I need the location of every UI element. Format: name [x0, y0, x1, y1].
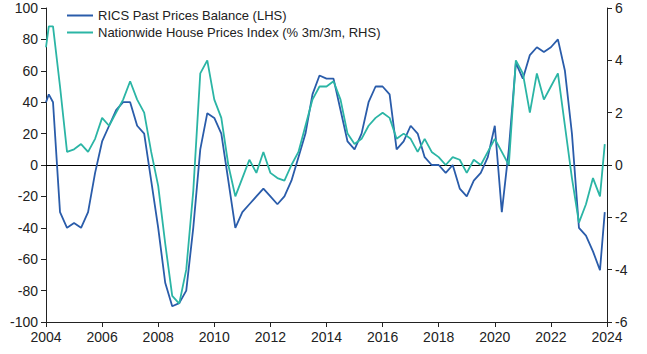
svg-text:6: 6	[615, 0, 623, 16]
svg-text:100: 100	[15, 0, 39, 16]
svg-text:2024: 2024	[591, 329, 622, 345]
svg-text:-100: -100	[10, 314, 38, 330]
svg-text:2020: 2020	[479, 329, 510, 345]
svg-text:0: 0	[615, 157, 623, 173]
svg-text:2004: 2004	[30, 329, 61, 345]
svg-text:80: 80	[22, 31, 38, 47]
svg-text:2010: 2010	[199, 329, 230, 345]
svg-text:2012: 2012	[255, 329, 286, 345]
svg-text:-4: -4	[615, 262, 628, 278]
svg-text:-20: -20	[18, 188, 38, 204]
svg-text:2018: 2018	[423, 329, 454, 345]
svg-text:2014: 2014	[311, 329, 342, 345]
svg-text:20: 20	[22, 126, 38, 142]
svg-text:Nationwide House Prices Index: Nationwide House Prices Index (% 3m/3m, …	[98, 25, 381, 40]
svg-text:2: 2	[615, 105, 623, 121]
svg-text:2008: 2008	[143, 329, 174, 345]
svg-text:-40: -40	[18, 220, 38, 236]
svg-text:2006: 2006	[87, 329, 118, 345]
svg-text:60: 60	[22, 63, 38, 79]
svg-text:2016: 2016	[367, 329, 398, 345]
svg-text:-80: -80	[18, 283, 38, 299]
svg-text:0: 0	[30, 157, 38, 173]
svg-text:4: 4	[615, 52, 623, 68]
svg-text:RICS Past Prices Balance (LHS): RICS Past Prices Balance (LHS)	[98, 8, 287, 23]
svg-text:-2: -2	[615, 209, 628, 225]
svg-text:-60: -60	[18, 251, 38, 267]
svg-text:-6: -6	[615, 314, 628, 330]
svg-text:2022: 2022	[535, 329, 566, 345]
svg-text:40: 40	[22, 94, 38, 110]
